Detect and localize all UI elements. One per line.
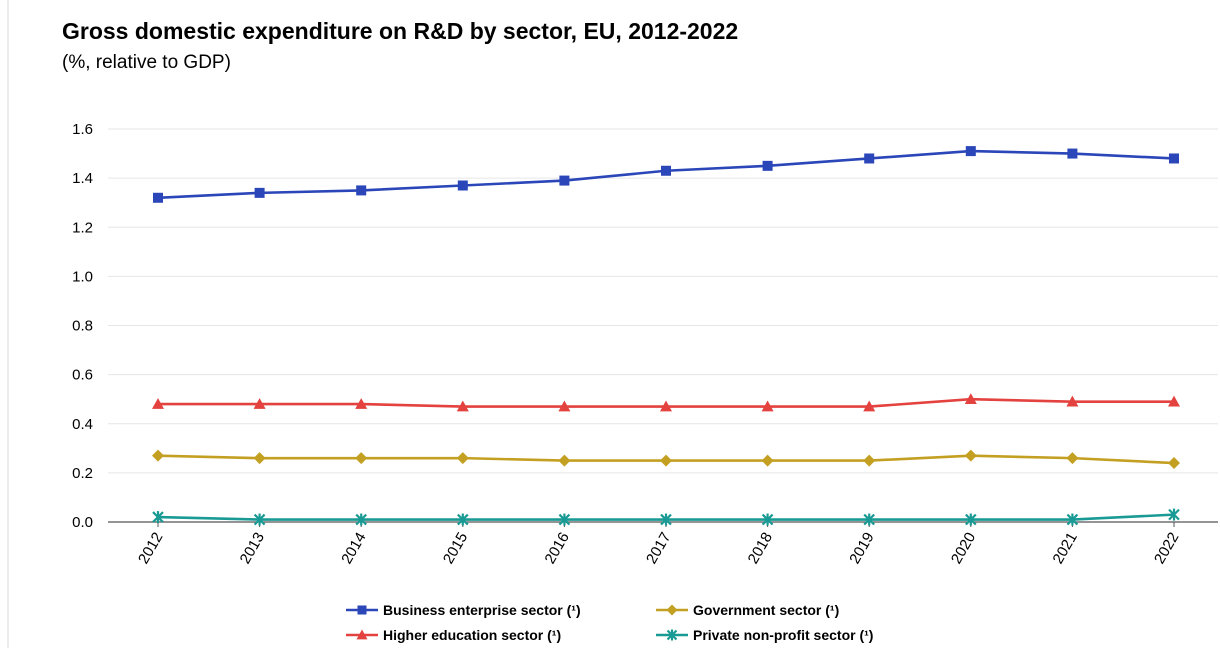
data-point-diamond xyxy=(1066,452,1079,465)
data-point-triangle xyxy=(863,400,876,412)
data-point-diamond xyxy=(152,449,164,462)
data-point-diamond xyxy=(456,452,469,465)
y-tick-label: 0.4 xyxy=(72,416,93,433)
data-point-triangle xyxy=(1066,395,1079,407)
data-point-square xyxy=(661,165,671,176)
data-point-star xyxy=(965,513,977,526)
legend-entry: Higher education sector (¹) xyxy=(346,627,561,643)
y-tick-label: 0.0 xyxy=(72,514,93,531)
y-tick-label: 0.6 xyxy=(72,367,93,384)
x-tick-label: 2022 xyxy=(1151,530,1182,567)
legend-label: Higher education sector (¹) xyxy=(383,627,561,643)
y-tick-label: 1.4 xyxy=(72,170,93,187)
data-point-square xyxy=(457,180,468,191)
data-point-triangle xyxy=(1168,395,1180,407)
legend-label: Business enterprise sector (¹) xyxy=(383,602,581,618)
legend-entry: Government sector (¹) xyxy=(656,602,839,618)
legend-label: Government sector (¹) xyxy=(693,602,839,618)
data-point-triangle xyxy=(253,398,266,409)
data-point-square xyxy=(356,185,367,196)
data-point-star xyxy=(1168,508,1180,521)
y-tick-label: 0.2 xyxy=(72,465,93,482)
y-axis-ticks: 0.0 0.2 0.4 0.6 0.8 1.0 1.2 1.4 1.6 xyxy=(72,121,93,531)
data-point-triangle xyxy=(152,398,164,409)
data-point-triangle xyxy=(355,398,368,409)
series-2 xyxy=(152,393,1180,412)
data-point-star xyxy=(253,513,266,526)
data-point-square xyxy=(864,153,875,164)
x-tick-label: 2020 xyxy=(948,530,979,567)
y-tick-label: 1.0 xyxy=(72,268,93,285)
data-point-square xyxy=(1169,153,1179,164)
legend-label: Private non-profit sector (¹) xyxy=(693,627,873,643)
data-point-star xyxy=(355,513,367,526)
series-lines xyxy=(152,146,1180,526)
chart-subtitle: (%, relative to GDP) xyxy=(62,52,231,73)
data-point-square xyxy=(965,146,976,157)
data-point-star xyxy=(863,513,875,526)
data-point-star xyxy=(457,513,469,526)
data-point-diamond xyxy=(253,452,266,465)
data-point-diamond xyxy=(558,454,571,467)
x-tick-label: 2019 xyxy=(846,530,877,567)
data-point-diamond xyxy=(964,449,977,462)
x-tick-label: 2014 xyxy=(338,530,369,567)
x-tick-label: 2017 xyxy=(643,530,674,567)
series-0 xyxy=(153,146,1179,203)
data-point-square xyxy=(357,605,367,615)
data-point-square xyxy=(153,192,163,203)
data-point-star xyxy=(1066,513,1079,526)
data-point-diamond xyxy=(863,454,876,467)
data-point-square xyxy=(762,160,773,171)
data-point-triangle xyxy=(964,393,977,404)
x-tick-label: 2015 xyxy=(440,530,471,567)
data-point-square xyxy=(254,187,265,198)
legend-entry: Business enterprise sector (¹) xyxy=(346,602,581,618)
legend: Business enterprise sector (¹) Government… xyxy=(346,602,873,643)
data-point-diamond xyxy=(1168,457,1180,470)
data-point-triangle xyxy=(660,400,672,412)
series-3 xyxy=(152,508,1180,526)
data-point-triangle xyxy=(356,629,368,640)
data-point-diamond xyxy=(666,604,678,616)
x-axis: 2012 2013 2014 2015 2016 2017 2018 2019 2020 2021… xyxy=(108,521,1218,567)
y-tick-label: 0.8 xyxy=(72,318,93,335)
x-tick-label: 2021 xyxy=(1049,530,1080,567)
data-point-triangle xyxy=(456,400,469,412)
data-point-star xyxy=(761,513,774,526)
x-tick-label: 2018 xyxy=(745,530,776,567)
y-tick-label: 1.6 xyxy=(72,121,93,138)
data-point-square xyxy=(1067,148,1078,159)
data-point-diamond xyxy=(761,454,774,467)
data-point-star xyxy=(660,513,672,526)
x-tick-label: 2012 xyxy=(135,530,166,567)
data-point-triangle xyxy=(761,400,774,412)
data-point-star xyxy=(558,513,571,526)
x-tick-label: 2013 xyxy=(237,530,268,567)
data-point-diamond xyxy=(355,452,368,465)
data-point-star xyxy=(666,629,678,641)
y-tick-label: 1.2 xyxy=(72,219,93,236)
x-tick-label: 2016 xyxy=(541,530,572,567)
chart-title: Gross domestic expenditure on R&D by sec… xyxy=(62,18,738,44)
gridlines xyxy=(108,128,1218,474)
series-1 xyxy=(152,449,1180,470)
data-point-diamond xyxy=(660,454,672,467)
data-point-triangle xyxy=(558,400,571,412)
legend-entry: Private non-profit sector (¹) xyxy=(656,627,873,643)
data-point-square xyxy=(559,175,570,186)
data-point-star xyxy=(152,511,164,524)
